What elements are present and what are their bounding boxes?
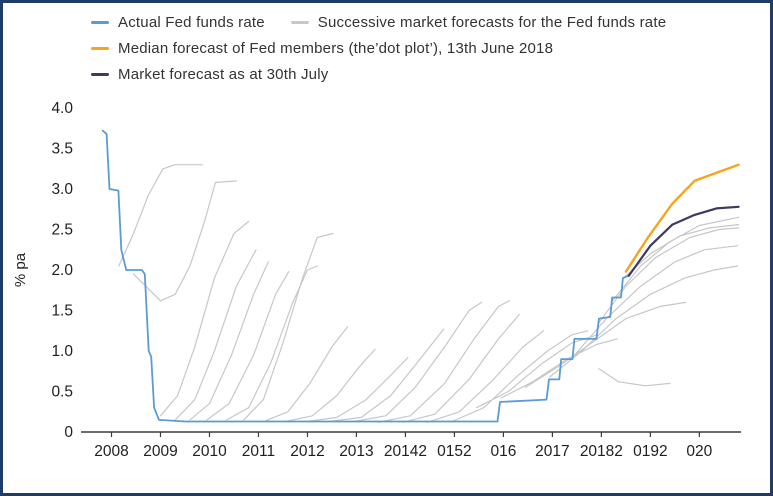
x-tick-label: 2017 (535, 443, 569, 460)
y-tick-label: 3.5 (51, 141, 73, 158)
forecast-fan-line (328, 328, 445, 423)
forecast-fan-line (132, 180, 237, 302)
x-tick-label: 20142 (384, 443, 427, 460)
x-tick-label: 2011 (242, 443, 275, 460)
y-tick-label: 2.5 (51, 222, 73, 239)
forecast-fan-line (118, 164, 203, 267)
forecast-fan-line (265, 326, 349, 422)
y-tick-label: 1.5 (51, 303, 73, 320)
x-tick-label: 2009 (143, 443, 177, 460)
legend-label-forecasts: Successive market forecasts for the Fed … (317, 14, 667, 31)
series-line-actual-fed-funds-rate (101, 129, 630, 423)
x-tick-label: 2013 (339, 443, 373, 460)
y-tick-label: 3.0 (51, 181, 73, 198)
chart-legend: Actual Fed funds rate Successive market … (3, 3, 763, 84)
forecast-fan-line (243, 232, 334, 421)
x-tick-label: 016 (490, 443, 516, 460)
legend-item-actual: Actual Fed funds rate (91, 13, 265, 32)
x-tick-label: 0152 (437, 443, 471, 460)
x-tick-label: 2012 (290, 443, 324, 460)
forecast-fan-line (284, 348, 376, 423)
legend-swatch-forecasts (290, 21, 309, 24)
forecast-fan-line (353, 301, 482, 423)
forecast-fan-line (189, 261, 269, 421)
fed-funds-chart: 2008 2009 2010 2011 2012 2013 20142 0152 016 2017… (12, 100, 741, 460)
y-tick-label: 1.0 (51, 343, 73, 360)
x-tick-label: 0192 (633, 443, 667, 460)
forecast-fan-line (610, 216, 740, 303)
forecast-fan-line (206, 271, 290, 421)
y-tick-label: 4.0 (51, 100, 73, 117)
y-tick-label: 2.0 (51, 262, 73, 279)
series-line-fed-dot-plot-median (624, 163, 740, 273)
y-tick-label: 0.5 (51, 384, 73, 401)
forecast-fan-line (622, 224, 740, 279)
forecast-fan-line (598, 368, 671, 387)
legend-label-dot-plot: Median forecast of Fed members (the’dot … (118, 40, 554, 57)
forecast-fan-line (377, 300, 510, 423)
forecast-fan-line (306, 356, 409, 423)
y-axis-title: % pa (12, 252, 29, 287)
forecast-fan-line (475, 334, 599, 409)
forecast-fan-line (226, 265, 318, 421)
chart-area: 2008 2009 2010 2011 2012 2013 20142 0152 016 2017… (3, 88, 770, 481)
legend-label-actual: Actual Fed funds rate (118, 14, 265, 31)
x-tick-label: 2010 (192, 443, 227, 460)
legend-swatch-actual (91, 21, 109, 24)
legend-label-market-forecast: Market forecast as at 30th July (118, 66, 329, 83)
forecast-fan-line (402, 314, 520, 423)
legend-swatch-dot-plot (91, 47, 109, 50)
legend-item-dot-plot: Median forecast of Fed members (the’dot … (91, 39, 553, 58)
legend-swatch-market-forecast (91, 73, 109, 76)
forecast-fan-line (573, 245, 739, 356)
x-tick-label: 020 (686, 443, 712, 460)
forecast-fan-line (426, 330, 545, 423)
forecast-fan-line (174, 249, 257, 421)
forecast-fan-line (159, 220, 250, 417)
forecast-fan-line (524, 301, 687, 388)
legend-item-market-forecast: Market forecast as at 30th July (91, 65, 328, 84)
forecast-fan-line (451, 330, 589, 423)
legend-item-forecasts: Successive market forecasts for the Fed … (290, 13, 667, 32)
y-tick-label: 0 (64, 424, 73, 441)
series-line-market-forecast-30-july (627, 205, 740, 277)
forecast-fan-line (500, 338, 618, 399)
forecast-fan-line (549, 265, 739, 378)
x-tick-label: 20182 (580, 443, 623, 460)
x-tick-label: 2008 (94, 443, 128, 460)
